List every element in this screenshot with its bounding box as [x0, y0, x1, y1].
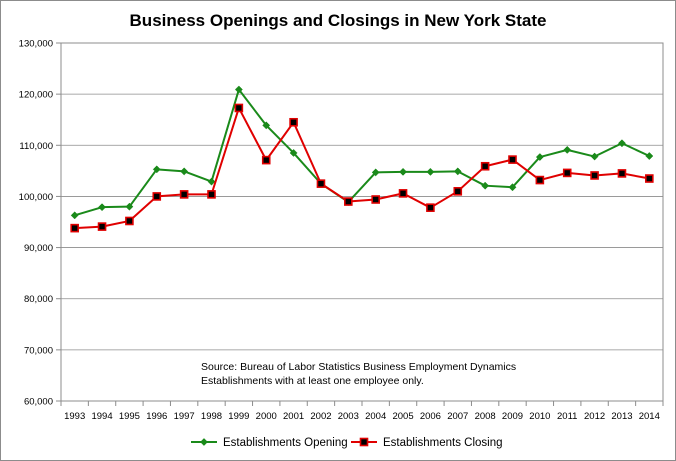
- data-point: [399, 167, 407, 176]
- x-tick-label: 1993: [64, 411, 85, 422]
- series-group: [70, 85, 654, 233]
- series-line: [74, 106, 650, 230]
- y-tick-label: 90,000: [24, 243, 53, 254]
- x-tick-label: 2008: [475, 411, 496, 422]
- x-tick-label: 2006: [420, 411, 441, 422]
- x-tick-label: 2013: [611, 411, 632, 422]
- data-point: [261, 155, 271, 165]
- data-point: [617, 169, 627, 178]
- chart-title: Business Openings and Closings in New Yo…: [129, 11, 547, 30]
- data-point: [70, 211, 79, 220]
- data-point: [289, 117, 298, 127]
- data-point: [453, 167, 462, 176]
- data-point: [535, 175, 545, 185]
- x-tick-label: 2005: [392, 411, 413, 422]
- x-tick-label: 2014: [639, 411, 660, 422]
- data-point: [426, 167, 435, 176]
- data-point: [125, 216, 134, 226]
- y-axis-ticks: 60,000 70,000 80,000 90,000 100,000 110,000 12…: [19, 39, 61, 408]
- data-point: [562, 168, 572, 178]
- data-point: [398, 189, 408, 198]
- gridlines: [61, 93, 663, 351]
- data-point: [316, 179, 326, 188]
- data-point: [481, 181, 490, 190]
- series-2: [70, 103, 654, 233]
- data-point: [618, 139, 626, 148]
- x-tick-label: 2001: [283, 411, 304, 422]
- data-point: [480, 161, 490, 171]
- x-tick-label: 2012: [584, 411, 605, 422]
- data-point: [453, 187, 463, 196]
- data-point: [645, 152, 654, 160]
- x-axis-ticks: 1993 1994 1995 1996 1997 1998 1999 2000 2001 2002…: [60, 401, 664, 422]
- legend-label: Establishments Opening: [223, 437, 348, 449]
- data-point: [535, 153, 544, 162]
- data-point: [207, 190, 216, 199]
- data-point: [234, 103, 244, 113]
- y-tick-label: 80,000: [24, 294, 53, 305]
- data-point: [152, 165, 161, 174]
- data-point: [207, 177, 216, 186]
- x-tick-label: 1999: [228, 411, 249, 422]
- y-tick-label: 100,000: [19, 192, 53, 203]
- data-point: [98, 203, 106, 212]
- series-1: [70, 85, 654, 220]
- data-point: [152, 192, 162, 201]
- data-point: [97, 222, 107, 231]
- data-point: [508, 155, 517, 164]
- x-tick-label: 2011: [557, 411, 577, 422]
- plot-area: [60, 42, 664, 402]
- x-tick-label: 2010: [529, 411, 550, 422]
- y-tick-label: 70,000: [24, 345, 53, 356]
- data-point: [563, 145, 572, 154]
- x-tick-label: 2003: [338, 411, 359, 422]
- data-point: [344, 197, 353, 206]
- x-tick-label: 1995: [119, 411, 140, 422]
- data-point: [371, 195, 380, 204]
- data-point: [234, 85, 243, 94]
- data-point: [262, 121, 271, 130]
- legend-label: Establishments Closing: [383, 437, 503, 449]
- x-tick-label: 2004: [365, 411, 386, 422]
- data-point: [125, 202, 134, 211]
- x-tick-label: 2009: [502, 411, 523, 422]
- y-tick-label: 130,000: [19, 39, 53, 50]
- source-note-line-1: Source: Bureau of Labor Statistics Busin…: [201, 361, 516, 373]
- data-point: [289, 149, 298, 157]
- x-tick-label: 2000: [256, 411, 277, 422]
- legend: Establishments Opening Establishments Clo…: [191, 437, 503, 449]
- series-line: [74, 88, 650, 217]
- x-tick-label: 1998: [201, 411, 222, 422]
- x-tick-label: 2002: [310, 411, 331, 422]
- x-tick-label: 1997: [174, 411, 195, 422]
- x-tick-label: 2007: [447, 411, 468, 422]
- data-point: [70, 223, 79, 233]
- data-point: [426, 203, 435, 212]
- data-point: [179, 190, 189, 199]
- source-note-line-2: Establishments with at least one employe…: [201, 375, 424, 387]
- x-tick-label: 1996: [146, 411, 167, 422]
- data-point: [180, 167, 189, 176]
- data-point: [590, 171, 599, 180]
- x-tick-label: 1994: [91, 411, 112, 422]
- legend-swatch-marker: [359, 437, 369, 447]
- y-tick-label: 60,000: [24, 397, 53, 408]
- data-point: [645, 174, 654, 183]
- legend-swatch-marker: [200, 438, 208, 446]
- y-tick-label: 120,000: [19, 90, 53, 101]
- data-point: [590, 152, 599, 161]
- data-point: [508, 183, 517, 192]
- data-point: [371, 168, 380, 177]
- y-tick-label: 110,000: [19, 141, 53, 152]
